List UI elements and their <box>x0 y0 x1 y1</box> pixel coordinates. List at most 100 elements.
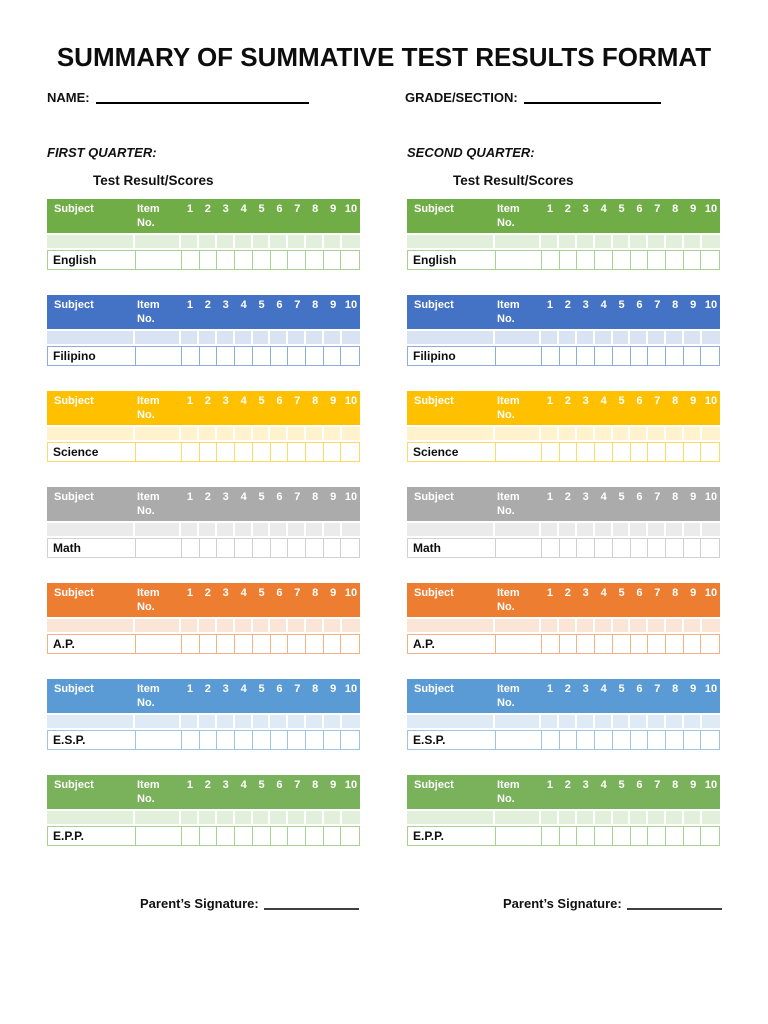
header-cell-item-number: 9 <box>690 395 697 407</box>
header-cell-item-number: 8 <box>312 299 319 311</box>
tinted-cell <box>407 331 495 344</box>
header-cell-item-number: 9 <box>330 491 337 503</box>
tinted-cell <box>252 235 271 248</box>
signature-blank-line <box>626 896 722 910</box>
score-cell <box>324 443 342 461</box>
tinted-cell <box>495 331 541 344</box>
tinted-cell <box>612 427 631 440</box>
header-cell-item-number: 8 <box>312 587 319 599</box>
subject-name-cell: A.P. <box>408 635 496 653</box>
header-cell-item-number: 9 <box>330 203 337 215</box>
tinted-cell <box>135 523 181 536</box>
header-cell-subject: Subject <box>54 299 94 311</box>
tinted-row <box>407 235 720 248</box>
score-cell <box>684 539 702 557</box>
tinted-cell <box>612 331 631 344</box>
header-cell-item-number: 8 <box>672 779 679 791</box>
tinted-cell <box>558 811 577 824</box>
score-cell <box>613 635 631 653</box>
table-header-row: Subject Item No. 1 2 3 4 5 6 7 8 9 10 <box>47 775 360 809</box>
header-cell-item-number: 10 <box>704 203 718 215</box>
header-cell-item-number: 2 <box>564 203 571 215</box>
tinted-row <box>407 715 720 728</box>
tinted-cell <box>648 523 667 536</box>
header-cell-item-number: 3 <box>222 587 229 599</box>
grade-section-label: GRADE/SECTION: <box>405 90 518 105</box>
score-cell <box>235 731 253 749</box>
score-cell <box>648 347 666 365</box>
score-cell <box>613 539 631 557</box>
tinted-cell <box>576 331 595 344</box>
tinted-cell <box>216 235 235 248</box>
header-cell-item-number: 8 <box>312 683 319 695</box>
tinted-cell <box>135 235 181 248</box>
tinted-cell <box>198 235 217 248</box>
score-cell <box>577 539 596 557</box>
header-cell-item-number: 8 <box>672 299 679 311</box>
score-cell <box>288 539 306 557</box>
header-cell-item-number: 7 <box>654 491 661 503</box>
subject-score-table: Subject Item No. 1 2 3 4 5 6 7 8 9 10 Filipino <box>407 295 720 366</box>
header-cell-subject: Subject <box>414 395 454 407</box>
header-cell-item-number: 10 <box>704 299 718 311</box>
header-cell-item-number: 6 <box>276 779 283 791</box>
score-cell <box>200 731 218 749</box>
tinted-row <box>407 427 720 440</box>
header-cell-item-number: 1 <box>186 395 193 407</box>
header-cell-item-number: 3 <box>582 299 589 311</box>
subject-name-cell: A.P. <box>48 635 136 653</box>
score-cell <box>253 443 271 461</box>
score-cell <box>701 635 719 653</box>
header-cell-item-number: 4 <box>600 203 607 215</box>
score-cell <box>577 731 596 749</box>
score-cell <box>701 251 719 269</box>
second-quarter-label: SECOND QUARTER: <box>407 145 535 160</box>
subject-name-cell: E.P.P. <box>408 827 496 845</box>
tinted-cell <box>135 427 181 440</box>
first-quarter-label: FIRST QUARTER: <box>47 145 157 160</box>
tinted-cell <box>666 523 685 536</box>
score-cell <box>271 731 289 749</box>
header-cell-item-number: 4 <box>600 587 607 599</box>
header-cell-item-number: 5 <box>258 203 265 215</box>
tinted-cell <box>135 619 181 632</box>
score-cell <box>341 347 359 365</box>
tinted-cell <box>407 235 495 248</box>
score-cell <box>560 731 578 749</box>
table-header-row: Subject Item No. 1 2 3 4 5 6 7 8 9 10 <box>47 583 360 617</box>
tinted-cell <box>648 715 667 728</box>
tinted-cell <box>594 619 613 632</box>
header-cell-item-number: 2 <box>564 779 571 791</box>
header-cell-item-number: 2 <box>564 395 571 407</box>
score-cell <box>182 635 200 653</box>
header-cell-item-number: 2 <box>564 491 571 503</box>
tinted-row <box>407 523 720 536</box>
tinted-cell <box>216 427 235 440</box>
tinted-cell <box>576 619 595 632</box>
score-cell <box>577 347 596 365</box>
score-cell <box>324 347 342 365</box>
tinted-cell <box>558 523 577 536</box>
tinted-cell <box>252 427 271 440</box>
score-row: A.P. <box>47 634 360 654</box>
score-cell <box>217 635 236 653</box>
score-cell <box>306 443 324 461</box>
subject-name-cell: English <box>48 251 136 269</box>
header-cell-item-number: 6 <box>276 491 283 503</box>
tinted-cell <box>558 619 577 632</box>
header-cell-item-number: 7 <box>654 587 661 599</box>
tinted-cell <box>495 523 541 536</box>
tinted-cell <box>495 811 541 824</box>
header-cell-item-number: 10 <box>704 683 718 695</box>
tinted-cell <box>576 715 595 728</box>
tinted-cell <box>135 715 181 728</box>
score-cell <box>613 731 631 749</box>
header-cell-item-no: Item No. <box>497 491 520 517</box>
parents-signature-second-quarter: Parent’s Signature: <box>503 894 722 911</box>
tinted-cell <box>630 235 649 248</box>
second-quarter-scores-heading: Test Result/Scores <box>453 173 574 188</box>
header-cell-item-number: 8 <box>312 779 319 791</box>
subject-score-table: Subject Item No. 1 2 3 4 5 6 7 8 9 10 E.S.P. <box>47 679 360 750</box>
header-cell-item-number: 5 <box>258 491 265 503</box>
header-cell-item-number: 6 <box>276 203 283 215</box>
